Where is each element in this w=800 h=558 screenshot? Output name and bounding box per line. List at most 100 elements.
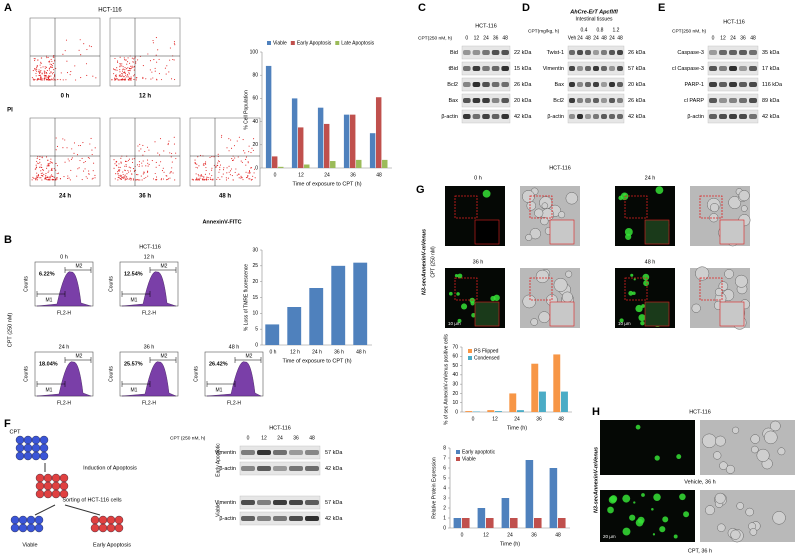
cell-dot <box>253 168 256 170</box>
x-tick-label: 36 <box>536 416 542 422</box>
cell-dot <box>173 59 175 61</box>
cell-dot <box>79 39 81 41</box>
bar <box>509 393 517 412</box>
cell-dot <box>64 50 66 52</box>
cell-dot <box>200 175 203 177</box>
cell-dot <box>152 178 155 180</box>
cell-dot <box>114 163 116 165</box>
blot-band <box>601 50 607 55</box>
cell-dot <box>50 58 52 60</box>
cell-dot <box>51 60 53 62</box>
cell-dot <box>155 166 157 168</box>
blot-band <box>749 50 757 55</box>
cell-dot <box>76 175 78 177</box>
cell-dot <box>203 176 205 178</box>
time-label: 0 h <box>61 94 70 100</box>
cell-outline <box>714 492 726 504</box>
cell-dot <box>114 178 116 180</box>
treatment-label: CPT(250 nM, h) <box>672 28 707 34</box>
cell-dot <box>245 164 247 166</box>
cell-dot <box>127 70 129 72</box>
blot-band <box>491 50 500 55</box>
cell-dot <box>197 174 199 176</box>
fluorescent-cell <box>624 228 633 236</box>
blot-band <box>482 98 490 103</box>
cell-dot <box>70 158 73 160</box>
cell-dot <box>55 67 57 69</box>
fluorescent-cell <box>635 424 641 430</box>
cell-dot <box>157 49 159 51</box>
cell-dot <box>44 71 46 73</box>
blot-band <box>491 98 500 103</box>
cell-dot <box>131 173 133 175</box>
cell-dot <box>196 178 198 180</box>
cell-dot <box>47 79 49 81</box>
cell-dot <box>65 39 68 41</box>
blot-band <box>585 66 591 71</box>
zoom-image <box>719 219 745 245</box>
cell-dot <box>81 157 83 160</box>
cell-dot <box>233 159 235 161</box>
cell-dot <box>52 179 54 181</box>
panel-title: HCT-116 <box>549 165 571 171</box>
cell-dot <box>120 79 122 81</box>
cell-dot <box>191 178 193 180</box>
cell-dot <box>48 69 50 71</box>
cell-dot <box>113 73 115 75</box>
fluorescent-cell <box>622 494 631 503</box>
size-label: 42 kDa <box>325 466 343 472</box>
bar <box>369 133 376 168</box>
cell-dot <box>142 160 144 162</box>
cell-dot <box>33 58 35 60</box>
cell-dot <box>50 158 52 160</box>
zoom-inset <box>699 277 723 301</box>
cell <box>26 523 36 533</box>
cell-dot <box>128 67 131 69</box>
blot-band <box>482 82 490 87</box>
gate <box>36 381 66 387</box>
cell-dot <box>130 77 132 79</box>
gate-label: M2 <box>76 353 83 359</box>
cell-dot <box>83 43 85 45</box>
cell-dot <box>43 74 45 76</box>
cell-dot <box>156 61 158 63</box>
cell <box>10 523 20 533</box>
cell-dot <box>46 179 48 181</box>
protein-label: Bax <box>555 82 565 88</box>
cell-dot <box>48 75 50 77</box>
cell-dot <box>88 170 90 172</box>
cell-dot <box>154 172 156 175</box>
cell-outline <box>534 208 544 218</box>
cell-dot <box>53 79 55 81</box>
lane-label: 36 <box>493 35 499 41</box>
cell-dot <box>33 177 35 180</box>
cell-outline <box>724 269 734 279</box>
cell-dot <box>45 78 47 80</box>
cell-dot <box>205 167 207 169</box>
cell-dot <box>92 177 94 179</box>
cell-outline <box>522 294 537 309</box>
cell-dot <box>124 175 126 177</box>
histogram <box>36 361 92 397</box>
cell-dot <box>231 174 233 177</box>
percent-label: 26.42% <box>209 361 228 367</box>
blot-strip <box>567 45 625 60</box>
blot-band <box>617 50 623 55</box>
cell-dot <box>35 168 37 170</box>
cell-dot <box>160 179 162 181</box>
cell-dot <box>135 61 137 63</box>
cell-outline <box>691 303 701 313</box>
cell-dot <box>226 172 228 174</box>
cell-dot <box>50 66 52 68</box>
cell-dot <box>164 67 166 69</box>
bar <box>309 288 324 345</box>
cell-dot <box>217 155 219 158</box>
blot-band <box>273 500 287 505</box>
cell-dot <box>40 164 42 166</box>
size-label: 42 kDa <box>628 114 646 120</box>
cell <box>35 473 45 483</box>
y-tick-label: 20 <box>452 391 458 397</box>
fluorescent-cell <box>622 527 631 536</box>
cell-dot <box>51 66 53 68</box>
blot-band <box>289 500 303 505</box>
